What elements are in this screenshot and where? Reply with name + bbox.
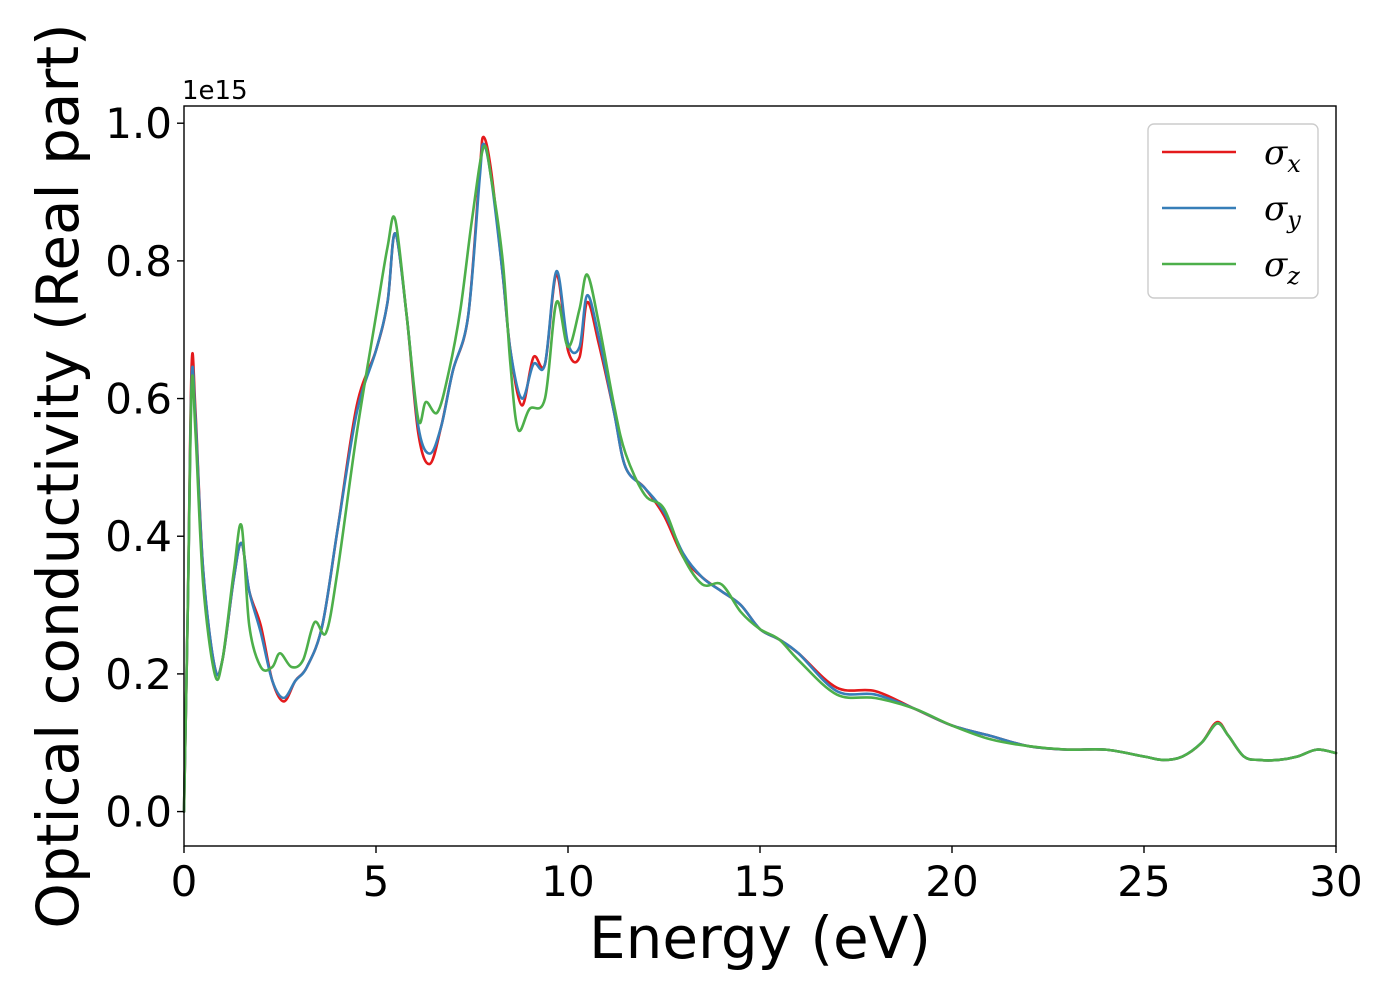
series-line-z — [182, 144, 1338, 813]
series-layer — [182, 135, 1338, 813]
y-offset-label: 1e15 — [182, 76, 248, 106]
plot-background — [184, 106, 1336, 846]
x-tick-label: 20 — [925, 857, 978, 906]
y-tick-label: 0.2 — [105, 650, 172, 699]
y-tick-label: 1.0 — [105, 99, 172, 148]
y-axis-ticks: 0.0 0.2 0.4 0.6 0.8 1.0 — [105, 99, 184, 837]
y-tick-label: 0.8 — [105, 237, 172, 286]
x-axis-label: Energy (eV) — [589, 904, 931, 972]
legend-label-z: σz — [1264, 245, 1300, 290]
legend-label-y: σy — [1264, 189, 1301, 234]
legend-label-x: σx — [1264, 133, 1301, 178]
y-tick-label: 0.4 — [105, 512, 172, 561]
y-axis-label: Optical conductivity (Real part) — [24, 23, 92, 928]
y-tick-label: 0.0 — [105, 788, 172, 837]
x-axis-ticks: 0 5 10 15 20 25 30 — [171, 846, 1363, 906]
x-tick-label: 5 — [363, 857, 390, 906]
x-tick-label: 15 — [733, 857, 786, 906]
x-tick-label: 0 — [171, 857, 198, 906]
legend: σx σy σz — [1147, 123, 1319, 299]
x-tick-label: 25 — [1117, 857, 1170, 906]
legend-frame — [1147, 123, 1319, 299]
y-tick-label: 0.6 — [105, 375, 172, 424]
x-tick-label: 10 — [541, 857, 594, 906]
x-tick-label: 30 — [1309, 857, 1362, 906]
